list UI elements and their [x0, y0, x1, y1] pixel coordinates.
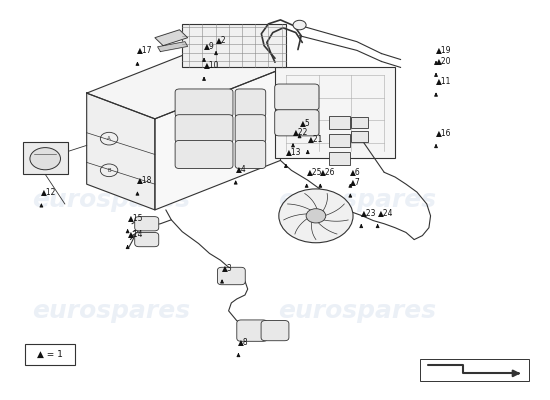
Text: ▲26: ▲26 — [320, 167, 336, 176]
Circle shape — [279, 189, 353, 243]
FancyBboxPatch shape — [261, 320, 289, 341]
Text: A: A — [107, 136, 111, 141]
Text: ▲3: ▲3 — [222, 263, 233, 272]
Text: ▲20: ▲20 — [436, 56, 452, 66]
Circle shape — [306, 209, 326, 223]
Text: ▲11: ▲11 — [436, 76, 452, 85]
FancyBboxPatch shape — [275, 67, 395, 158]
Text: ▲22: ▲22 — [293, 127, 309, 136]
Bar — [329, 152, 350, 165]
Text: ▲25: ▲25 — [307, 167, 322, 176]
Text: ▲7: ▲7 — [350, 177, 361, 186]
FancyBboxPatch shape — [235, 140, 266, 168]
Text: ▲24: ▲24 — [378, 208, 393, 217]
Text: ▲16: ▲16 — [436, 128, 452, 137]
Text: ▲18: ▲18 — [138, 175, 153, 184]
Polygon shape — [155, 30, 188, 46]
Bar — [351, 117, 368, 128]
Text: ▲4: ▲4 — [236, 164, 246, 173]
FancyBboxPatch shape — [237, 320, 267, 341]
FancyBboxPatch shape — [175, 115, 233, 143]
FancyBboxPatch shape — [25, 344, 75, 366]
Text: eurospares: eurospares — [32, 299, 190, 323]
FancyBboxPatch shape — [135, 232, 159, 247]
Bar — [23, 142, 68, 174]
Text: ▲8: ▲8 — [239, 337, 249, 346]
Text: eurospares: eurospares — [278, 188, 436, 212]
Text: ▲19: ▲19 — [436, 44, 452, 54]
Bar — [329, 134, 350, 147]
Bar — [182, 24, 286, 67]
FancyBboxPatch shape — [217, 267, 245, 285]
FancyBboxPatch shape — [235, 89, 266, 117]
Polygon shape — [155, 69, 280, 210]
Polygon shape — [87, 93, 155, 210]
Circle shape — [30, 148, 60, 170]
FancyBboxPatch shape — [235, 115, 266, 143]
Text: ▲13: ▲13 — [286, 148, 301, 156]
Text: ▲17: ▲17 — [138, 45, 153, 54]
Bar — [351, 131, 368, 142]
Text: ▲23: ▲23 — [361, 208, 377, 217]
Circle shape — [293, 20, 306, 30]
Text: ▲9: ▲9 — [204, 41, 215, 50]
Text: eurospares: eurospares — [32, 188, 190, 212]
Text: ▲10: ▲10 — [204, 60, 219, 69]
Bar — [329, 116, 350, 129]
Text: ▲12: ▲12 — [41, 187, 57, 196]
FancyBboxPatch shape — [275, 110, 319, 136]
Text: ▲2: ▲2 — [216, 35, 227, 44]
Text: ▲5: ▲5 — [300, 118, 310, 127]
FancyBboxPatch shape — [135, 217, 159, 231]
FancyBboxPatch shape — [175, 89, 233, 117]
Text: ▲21: ▲21 — [308, 134, 323, 143]
FancyBboxPatch shape — [275, 84, 319, 110]
Text: eurospares: eurospares — [278, 299, 436, 323]
Text: ▲15: ▲15 — [128, 213, 143, 222]
Text: ▲14: ▲14 — [128, 229, 143, 238]
Text: B: B — [107, 168, 111, 173]
Bar — [420, 359, 529, 380]
Text: ▲ = 1: ▲ = 1 — [37, 350, 63, 359]
Polygon shape — [158, 42, 188, 52]
FancyBboxPatch shape — [175, 140, 233, 168]
Text: ▲6: ▲6 — [350, 167, 361, 176]
Polygon shape — [87, 44, 280, 119]
